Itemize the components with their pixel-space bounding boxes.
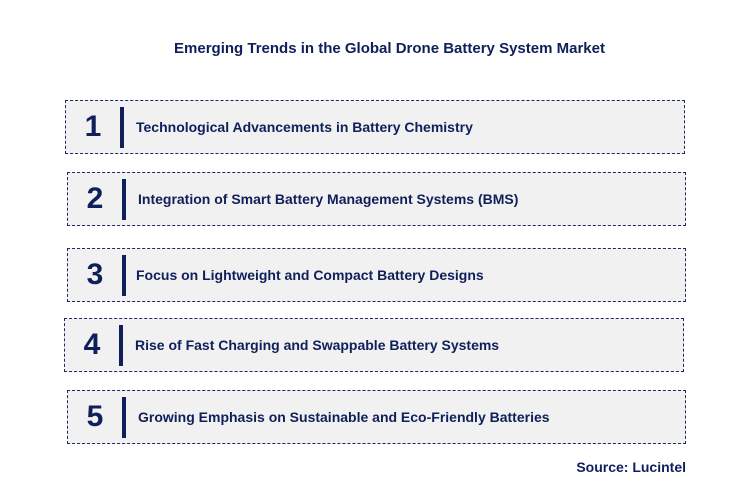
trend-item-4: 4 Rise of Fast Charging and Swappable Ba… (64, 318, 684, 372)
diagram-title: Emerging Trends in the Global Drone Batt… (174, 40, 605, 57)
trend-number: 5 (86, 400, 104, 433)
trend-item-1: 1 Technological Advancements in Battery … (65, 100, 685, 154)
divider-bar (120, 107, 124, 148)
trend-label: Technological Advancements in Battery Ch… (136, 119, 473, 135)
trend-number: 1 (84, 110, 102, 143)
trend-label: Rise of Fast Charging and Swappable Batt… (135, 337, 500, 353)
trend-label: Focus on Lightweight and Compact Battery… (136, 267, 484, 283)
trend-number: 4 (83, 328, 101, 361)
trend-number: 2 (86, 182, 104, 215)
trend-item-3: 3 Focus on Lightweight and Compact Batte… (67, 248, 686, 302)
trend-item-2: 2 Integration of Smart Battery Managemen… (67, 172, 686, 226)
trend-item-5: 5 Growing Emphasis on Sustainable and Ec… (67, 390, 686, 444)
trend-number: 3 (86, 258, 104, 291)
source-note: Source: Lucintel (576, 459, 686, 475)
divider-bar (122, 255, 126, 296)
divider-bar (122, 179, 126, 220)
divider-bar (122, 397, 126, 438)
divider-bar (119, 325, 123, 366)
trend-label: Growing Emphasis on Sustainable and Eco-… (138, 409, 550, 425)
trend-label: Integration of Smart Battery Management … (138, 191, 519, 207)
